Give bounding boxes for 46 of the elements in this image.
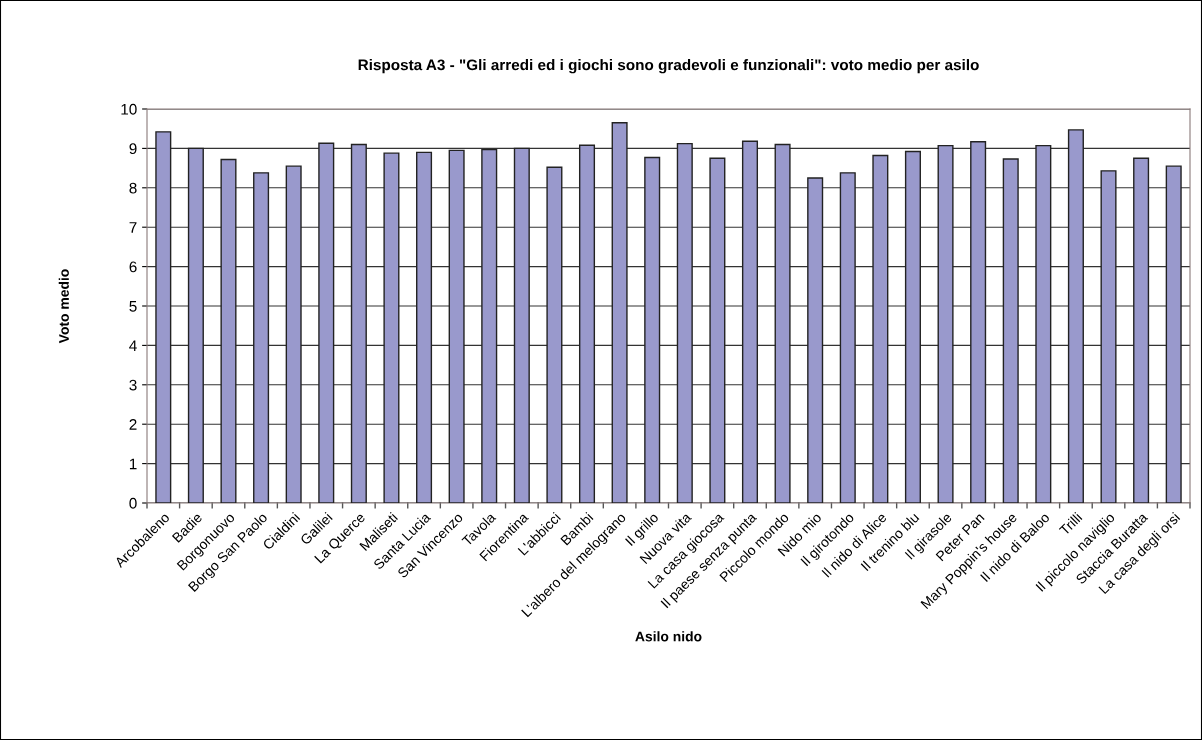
bar	[546, 166, 563, 503]
bar	[872, 154, 889, 503]
bar	[937, 144, 954, 503]
bar	[350, 143, 367, 503]
bar	[611, 122, 628, 503]
bar	[187, 147, 204, 503]
y-tick-label: 4	[129, 340, 137, 351]
y-tick-label: 10	[121, 103, 137, 115]
bar	[676, 142, 693, 503]
bar	[155, 131, 172, 503]
bar	[318, 142, 335, 503]
y-tick-label: 6	[129, 261, 137, 273]
y-tick-label: 1	[129, 458, 137, 470]
bar	[774, 143, 791, 503]
y-axis-title: Voto medio	[58, 269, 69, 344]
bar	[741, 140, 759, 503]
y-tick-label: 8	[129, 182, 137, 194]
y-tick-label: 9	[129, 143, 137, 155]
bar	[383, 152, 400, 503]
y-tick-label: 7	[129, 222, 137, 233]
bar	[448, 149, 465, 503]
bar	[644, 156, 661, 503]
bar	[416, 151, 433, 503]
x-axis-title: Asilo nido	[635, 631, 702, 642]
bar	[807, 177, 824, 503]
bar	[253, 172, 270, 503]
bar	[839, 172, 856, 503]
bar	[220, 158, 237, 503]
bar	[1133, 157, 1150, 503]
bar	[1035, 144, 1052, 503]
bar	[904, 150, 921, 503]
bar	[578, 144, 596, 503]
bar	[1165, 165, 1182, 503]
y-tick-label: 3	[129, 379, 137, 391]
chart-title: Risposta A3 - "Gli arredi ed i giochi sono gradevoli e funzionali": voto medio per asilo	[358, 59, 979, 74]
y-tick-label: 5	[129, 301, 137, 312]
bar	[970, 141, 987, 503]
bar	[709, 157, 726, 503]
bar	[1002, 158, 1019, 503]
y-tick-label: 2	[129, 419, 137, 430]
bar	[285, 165, 302, 503]
bar	[1067, 129, 1084, 503]
bar	[481, 148, 498, 503]
bar	[513, 147, 530, 503]
y-tick-label: 0	[129, 497, 137, 509]
bar	[1100, 170, 1117, 503]
